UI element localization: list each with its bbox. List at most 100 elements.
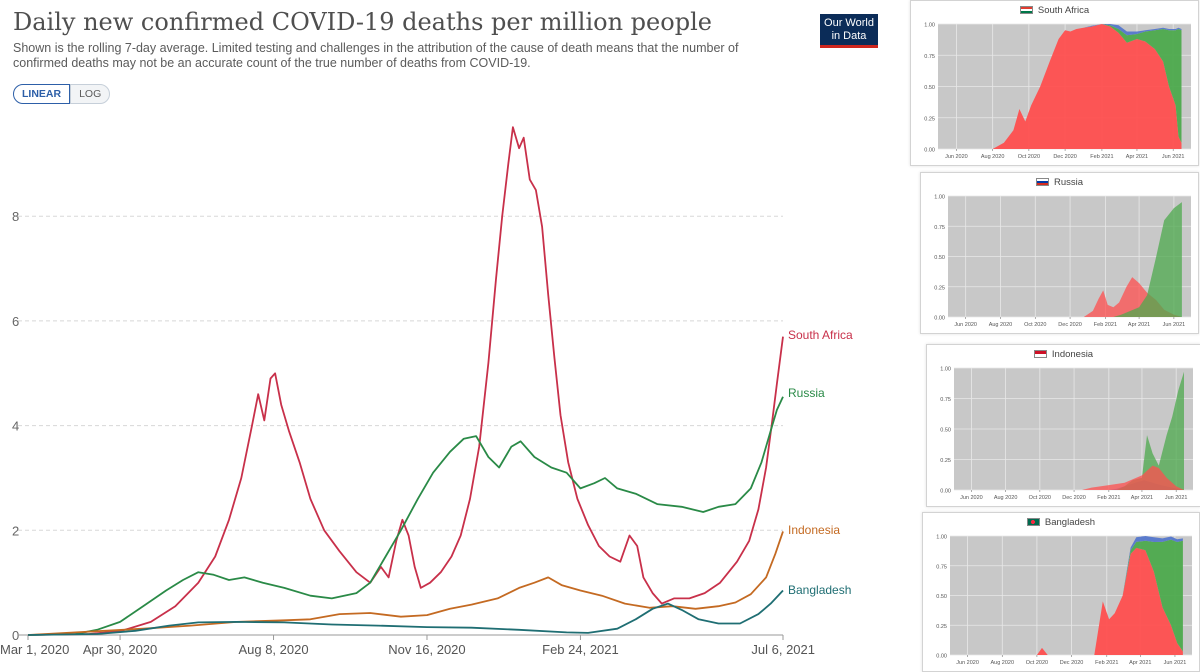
y-tick-label: 0.75 bbox=[940, 397, 951, 403]
x-tick-label: Oct 2020 bbox=[1018, 154, 1040, 160]
area-series bbox=[950, 547, 1183, 655]
panel-title: Russia bbox=[921, 177, 1198, 188]
x-tick-label: Jun 2021 bbox=[1163, 322, 1186, 328]
panel-title-text: South Africa bbox=[1037, 5, 1090, 16]
panel-russia: Russia 0.00 0.25 0.50 0.75 1.00 Jun 2020 Aug 2… bbox=[920, 172, 1199, 334]
x-tick-label: Jun 2020 bbox=[956, 660, 979, 666]
area-chart: 0.00 0.25 0.50 0.75 1.00 Jun 2020 Aug 2020 Oct … bbox=[936, 535, 1192, 666]
y-tick-label: 0.50 bbox=[936, 594, 947, 600]
x-tick-label: Aug 8, 2020 bbox=[238, 642, 308, 657]
x-tick-label: Aug 2020 bbox=[989, 322, 1013, 328]
y-tick-label: 0.25 bbox=[940, 458, 951, 464]
area-series bbox=[992, 24, 1182, 149]
area-series bbox=[948, 202, 1182, 317]
log-scale-button[interactable]: LOG bbox=[70, 84, 111, 104]
flag-icon bbox=[1035, 178, 1049, 186]
panel-title: Bangladesh bbox=[923, 517, 1199, 528]
area-chart: 0.00 0.25 0.50 0.75 1.00 Jun 2020 Aug 2020 Oct … bbox=[924, 23, 1191, 160]
chart-subtitle: Shown is the rolling 7-day average. Limi… bbox=[13, 41, 739, 70]
x-tick-label: Oct 2020 bbox=[1026, 660, 1048, 666]
area-series bbox=[992, 24, 1182, 149]
series-line-south-africa bbox=[27, 126, 784, 636]
chart-title: Daily new confirmed COVID-19 deaths per … bbox=[13, 8, 712, 36]
y-tick-label: 0.00 bbox=[936, 654, 947, 660]
panel-title: South Africa bbox=[911, 5, 1198, 16]
x-tick-label: Jun 2021 bbox=[1165, 495, 1188, 501]
x-tick-label: Feb 2021 bbox=[1095, 660, 1118, 666]
y-tick-label: 1.00 bbox=[934, 195, 945, 201]
panel-indonesia: Indonesia 0.00 0.25 0.50 0.75 1.00 Jun 2020 Au… bbox=[926, 344, 1200, 507]
x-tick-label: Apr 2021 bbox=[1129, 660, 1151, 666]
x-tick-label: Dec 2020 bbox=[1058, 322, 1082, 328]
flag-icon bbox=[1033, 350, 1047, 358]
panel-title-text: Indonesia bbox=[1051, 349, 1094, 360]
flag-icon bbox=[1026, 518, 1040, 526]
flag-icon bbox=[1019, 6, 1033, 14]
linear-scale-button[interactable]: LINEAR bbox=[13, 84, 71, 104]
x-tick-label: Apr 2021 bbox=[1131, 495, 1153, 501]
x-tick-label: Mar 1, 2020 bbox=[0, 642, 69, 657]
y-tick-label: 0.50 bbox=[934, 255, 945, 261]
x-tick-label: Nov 16, 2020 bbox=[388, 642, 465, 657]
series-label: Russia bbox=[788, 386, 825, 400]
y-tick-label: 6 bbox=[12, 314, 19, 329]
y-tick-label: 0.25 bbox=[934, 285, 945, 291]
series-label: Indonesia bbox=[788, 523, 840, 537]
panel-title: Indonesia bbox=[927, 349, 1200, 360]
x-tick-label: Oct 2020 bbox=[1029, 495, 1051, 501]
x-tick-label: Oct 2020 bbox=[1024, 322, 1046, 328]
x-tick-label: Apr 30, 2020 bbox=[83, 642, 157, 657]
x-tick-label: Feb 2021 bbox=[1094, 322, 1117, 328]
area-chart: 0.00 0.25 0.50 0.75 1.00 Jun 2020 Aug 2020 Oct … bbox=[940, 367, 1193, 501]
y-tick-label: 0.75 bbox=[924, 54, 935, 60]
series-line-russia bbox=[27, 396, 784, 636]
x-tick-label: Jul 6, 2021 bbox=[751, 642, 815, 657]
y-tick-label: 0.75 bbox=[936, 564, 947, 570]
panel-bangladesh: Bangladesh 0.00 0.25 0.50 0.75 1.00 Jun 2020 A… bbox=[922, 512, 1200, 672]
area-series bbox=[954, 465, 1184, 490]
logo-line-1: Our World bbox=[824, 17, 874, 29]
x-tick-label: Feb 24, 2021 bbox=[542, 642, 619, 657]
owid-logo[interactable]: Our World in Data bbox=[820, 14, 878, 48]
panel-title-text: Bangladesh bbox=[1044, 517, 1096, 528]
x-tick-label: Jun 2021 bbox=[1164, 660, 1187, 666]
x-tick-label: Jun 2020 bbox=[960, 495, 983, 501]
y-tick-label: 1.00 bbox=[936, 535, 947, 541]
x-tick-label: Apr 2021 bbox=[1128, 322, 1150, 328]
y-tick-label: 0.50 bbox=[924, 85, 935, 91]
y-tick-label: 0.25 bbox=[936, 624, 947, 630]
panel-title-text: Russia bbox=[1053, 177, 1084, 188]
y-tick-label: 0.00 bbox=[940, 489, 951, 495]
y-tick-label: 0.25 bbox=[924, 116, 935, 122]
area-chart: 0.00 0.25 0.50 0.75 1.00 Jun 2020 Aug 2020 Oct … bbox=[934, 195, 1191, 328]
x-tick-label: Dec 2020 bbox=[1062, 495, 1086, 501]
y-tick-label: 4 bbox=[12, 419, 19, 434]
logo-line-2: in Data bbox=[831, 30, 867, 42]
x-tick-label: Aug 2020 bbox=[990, 660, 1014, 666]
scale-toggle: LINEAR LOG bbox=[13, 84, 111, 104]
x-tick-label: Jun 2020 bbox=[945, 154, 968, 160]
area-series bbox=[948, 277, 1182, 317]
y-tick-label: 2 bbox=[12, 523, 19, 538]
y-tick-label: 1.00 bbox=[924, 23, 935, 29]
x-tick-label: Aug 2020 bbox=[994, 495, 1018, 501]
line-chart: 0 2 4 6 8 Mar 1, 2020 Apr 30, 2020 Aug 8, 2020 N… bbox=[0, 126, 853, 657]
y-tick-label: 0.75 bbox=[934, 225, 945, 231]
y-tick-label: 0 bbox=[12, 628, 19, 643]
series-line-indonesia bbox=[27, 531, 784, 636]
x-tick-label: Jun 2020 bbox=[954, 322, 977, 328]
y-tick-label: 0.00 bbox=[924, 148, 935, 154]
area-series bbox=[950, 539, 1183, 655]
series-label: Bangladesh bbox=[788, 583, 851, 597]
main-chart-area: Daily new confirmed COVID-19 deaths per … bbox=[0, 8, 878, 657]
x-tick-label: Dec 2020 bbox=[1060, 660, 1084, 666]
x-tick-label: Feb 2021 bbox=[1097, 495, 1120, 501]
panel-south-africa: South Africa 0.00 0.25 0.50 0.75 1.00 Jun 202… bbox=[910, 0, 1199, 166]
series-label: South Africa bbox=[788, 328, 853, 342]
y-tick-label: 0.50 bbox=[940, 428, 951, 434]
x-tick-label: Feb 2021 bbox=[1090, 154, 1113, 160]
y-tick-label: 1.00 bbox=[940, 367, 951, 373]
x-tick-label: Dec 2020 bbox=[1053, 154, 1077, 160]
y-tick-label: 8 bbox=[12, 209, 19, 224]
x-tick-label: Jun 2021 bbox=[1162, 154, 1185, 160]
